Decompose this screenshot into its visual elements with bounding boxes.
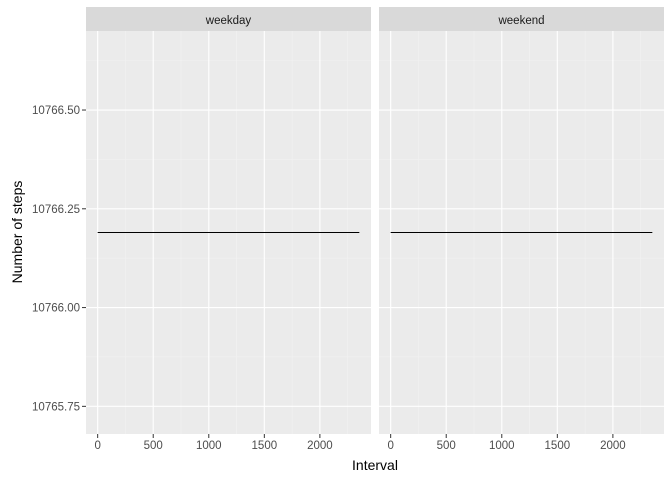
x-tick-label: 0 bbox=[387, 440, 393, 452]
x-tick-label: 2000 bbox=[600, 440, 626, 452]
x-tick-label: 1500 bbox=[545, 440, 571, 452]
strip-background bbox=[86, 7, 371, 31]
x-tick-label: 0 bbox=[94, 440, 100, 452]
y-axis-title: Number of steps bbox=[9, 181, 25, 284]
y-tick-label: 10765.75 bbox=[32, 401, 80, 413]
y-tick-label: 10766.50 bbox=[32, 105, 80, 117]
x-tick-label: 2000 bbox=[307, 440, 333, 452]
y-tick-label: 10766.00 bbox=[32, 303, 80, 315]
strip-label-weekend: weekend bbox=[497, 15, 544, 27]
x-tick-label: 1000 bbox=[196, 440, 222, 452]
x-tick-label: 500 bbox=[144, 440, 163, 452]
facet-panel-weekend: weekend bbox=[379, 7, 664, 434]
strip-label-weekday: weekday bbox=[205, 15, 252, 27]
y-tick-label: 10766.25 bbox=[32, 204, 80, 216]
strip-background bbox=[379, 7, 664, 31]
x-tick-label: 500 bbox=[437, 440, 456, 452]
facet-panel-weekday: weekday bbox=[86, 7, 371, 434]
x-tick-label: 1500 bbox=[252, 440, 278, 452]
x-axis-title: Interval bbox=[352, 457, 398, 473]
x-tick-label: 1000 bbox=[489, 440, 515, 452]
